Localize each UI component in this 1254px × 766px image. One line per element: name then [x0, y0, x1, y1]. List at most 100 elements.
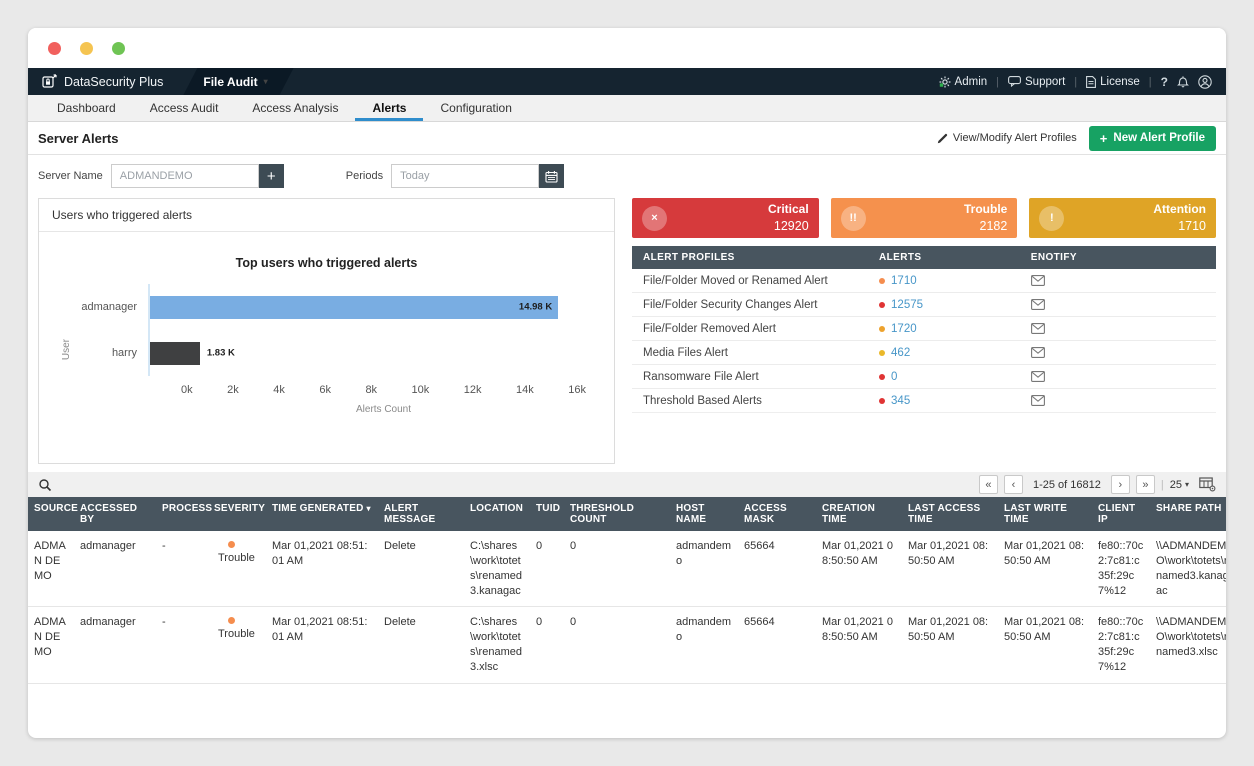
module-name: File Audit: [203, 74, 258, 89]
table-row[interactable]: ADMAN DEMO admanager - Trouble Mar 01,2021 0…: [28, 607, 1226, 684]
envelope-icon[interactable]: [1030, 395, 1205, 406]
tab-access-audit[interactable]: Access Audit: [149, 101, 219, 115]
tab-configuration[interactable]: Configuration: [440, 101, 512, 115]
add-server-button[interactable]: +: [258, 164, 284, 188]
cell-alert-message: Delete: [384, 540, 416, 552]
col-access-mask[interactable]: ACCESS MASK: [744, 503, 787, 525]
severity-card-text: Critical 12920: [768, 202, 809, 234]
chart-bar-row: admanager 14.98 K: [72, 284, 586, 330]
periods-input[interactable]: Today: [391, 164, 540, 188]
last-page-button[interactable]: »: [1135, 475, 1155, 494]
critical-icon: ×: [642, 205, 667, 231]
envelope-icon[interactable]: [1030, 275, 1205, 286]
page-size-select[interactable]: 25 ▾: [1170, 479, 1189, 491]
divider: |: [1160, 478, 1164, 491]
bar-chart: User admanager 14.98 K harry 1.83 K 0k 2k 4k 6…: [39, 284, 614, 415]
module-selector[interactable]: File Audit ▾: [183, 68, 293, 95]
server-name-label: Server Name: [38, 170, 103, 182]
col-alert-message[interactable]: ALERT MESSAGE: [384, 503, 436, 525]
col-location[interactable]: LOCATION: [470, 503, 524, 514]
prev-page-button[interactable]: ‹: [1003, 475, 1023, 494]
calendar-button[interactable]: [539, 164, 565, 188]
x-tick: 4k: [273, 384, 285, 396]
col-process[interactable]: PROCESS: [162, 503, 213, 514]
sort-caret-icon: ▾: [366, 504, 371, 513]
alert-count-link[interactable]: 0: [891, 370, 898, 383]
new-alert-profile-button[interactable]: + New Alert Profile: [1088, 125, 1216, 151]
column-settings-icon[interactable]: [1199, 477, 1216, 492]
help-icon[interactable]: ?: [1160, 74, 1168, 89]
alert-count-link[interactable]: 12575: [891, 298, 924, 311]
envelope-icon[interactable]: [1030, 323, 1205, 334]
enotify-cell: [1030, 299, 1205, 310]
x-tick: 0k: [181, 384, 193, 396]
alert-count-link[interactable]: 1720: [891, 322, 917, 335]
tab-dashboard[interactable]: Dashboard: [57, 101, 116, 115]
window-minimize-button[interactable]: [80, 41, 93, 55]
new-alert-profile-label: New Alert Profile: [1113, 132, 1205, 144]
alert-profile-row[interactable]: File/Folder Removed Alert 1720: [632, 317, 1216, 341]
col-last-write-time[interactable]: LAST WRITE TIME: [1004, 503, 1068, 525]
col-host-name[interactable]: HOST NAME: [676, 503, 707, 525]
next-page-button[interactable]: ›: [1110, 475, 1130, 494]
cell-tuid: 0: [536, 540, 543, 552]
severity-dot: [228, 617, 235, 625]
first-page-button[interactable]: «: [978, 475, 998, 494]
col-threshold-count[interactable]: THRESHOLD COUNT: [570, 503, 635, 525]
cell-host-name: admandemo: [676, 616, 732, 644]
support-label: Support: [1025, 75, 1066, 88]
col-accessed-by[interactable]: ACCESSED BY: [80, 503, 138, 525]
user-profile-icon[interactable]: [1198, 74, 1212, 89]
alert-profile-alerts: 345: [879, 395, 1031, 407]
severity-card-trouble[interactable]: !! Trouble 2182: [830, 198, 1018, 238]
col-creation-time[interactable]: CREATION TIME: [822, 503, 876, 525]
search-icon[interactable]: [38, 478, 52, 492]
bar-track: 14.98 K: [148, 284, 586, 330]
tab-alerts[interactable]: Alerts: [355, 95, 423, 121]
alert-profile-row[interactable]: Ransomware File Alert 0: [632, 365, 1216, 389]
col-source[interactable]: SOURCE: [34, 503, 78, 514]
server-name-input[interactable]: ADMANDEMO: [110, 164, 259, 188]
severity-card-critical[interactable]: × Critical 12920: [632, 198, 819, 238]
license-link[interactable]: License: [1086, 76, 1140, 88]
alerts-summary-panel: × Critical 12920 !! Trouble 2182 ! Attention 171…: [632, 198, 1217, 413]
alert-profile-row[interactable]: File/Folder Moved or Renamed Alert 1710: [632, 269, 1216, 293]
plus-icon: +: [1099, 130, 1108, 146]
admin-link[interactable]: Admin: [939, 76, 987, 88]
alert-profile-row[interactable]: Media Files Alert 462: [632, 341, 1216, 365]
calendar-icon: [545, 170, 558, 183]
alert-profile-row[interactable]: Threshold Based Alerts 345: [632, 389, 1216, 412]
table-row[interactable]: ADMAN DEMO admanager - Trouble Mar 01,2021 0…: [28, 531, 1226, 608]
bar-admanager[interactable]: 14.98 K: [150, 295, 559, 319]
cell-last-write-time: Mar 01,2021 08:50:50 AM: [1004, 540, 1085, 567]
alert-profiles-table: ALERT PROFILES ALERTS ENOTIFY File/Folde…: [632, 246, 1216, 413]
support-link[interactable]: Support: [1008, 76, 1065, 88]
col-time-generated[interactable]: TIME GENERATED ▾: [272, 503, 371, 514]
cell-client-ip: fe80::70c2:7c81:c35f:29c7%12: [1098, 540, 1144, 597]
alert-profile-alerts: 462: [879, 347, 1031, 359]
notifications-bell-icon[interactable]: [1177, 75, 1189, 88]
col-last-access-time[interactable]: LAST ACCESS TIME: [908, 503, 981, 525]
col-client-ip[interactable]: CLIENT IP: [1098, 503, 1136, 525]
cell-last-access-time: Mar 01,2021 08:50:50 AM: [908, 540, 989, 567]
cell-creation-time: Mar 01,2021 08:50:50 AM: [822, 616, 893, 644]
tab-access-analysis[interactable]: Access Analysis: [252, 101, 339, 115]
severity-card-text: Attention 1710: [1153, 202, 1206, 234]
view-modify-alert-profiles-link[interactable]: View/Modify Alert Profiles: [937, 132, 1077, 144]
alert-profile-row[interactable]: File/Folder Security Changes Alert 12575: [632, 293, 1216, 317]
envelope-icon[interactable]: [1030, 371, 1205, 382]
envelope-icon[interactable]: [1030, 347, 1205, 358]
window-close-button[interactable]: [48, 41, 61, 55]
col-tuid[interactable]: TUID: [536, 503, 561, 514]
col-share-path[interactable]: SHARE PATH: [1156, 503, 1222, 514]
window-zoom-button[interactable]: [112, 41, 125, 55]
bar-harry[interactable]: 1.83 K: [150, 341, 235, 365]
envelope-icon[interactable]: [1030, 299, 1205, 310]
alert-count-link[interactable]: 462: [891, 346, 911, 359]
alert-count-link[interactable]: 1710: [891, 274, 917, 287]
col-severity[interactable]: SEVERITY: [214, 503, 266, 514]
severity-card-attention[interactable]: ! Attention 1710: [1029, 198, 1217, 238]
cell-severity: Trouble: [208, 531, 266, 606]
alert-profile-name: Media Files Alert: [643, 346, 729, 359]
alert-count-link[interactable]: 345: [891, 394, 911, 407]
